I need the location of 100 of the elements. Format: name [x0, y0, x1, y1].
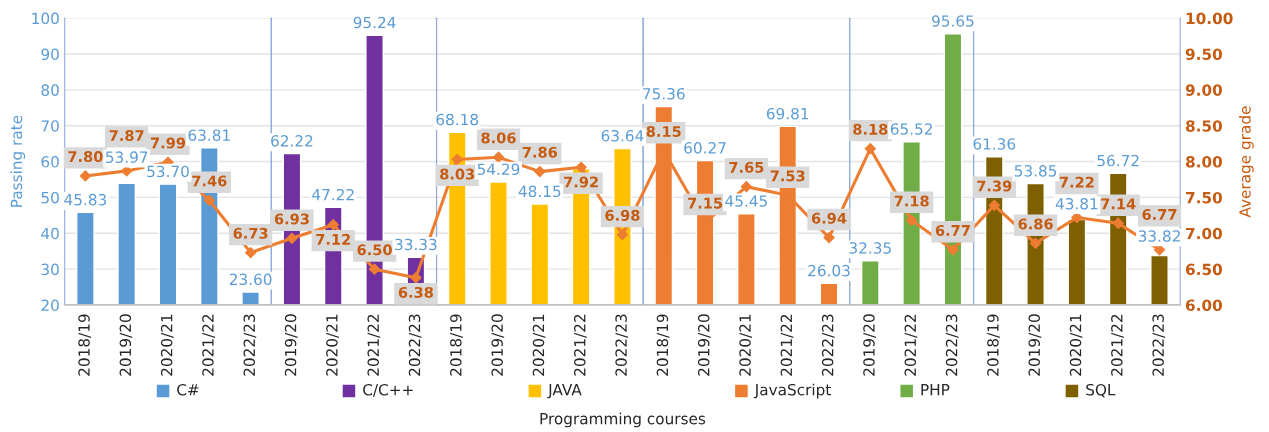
x-tick-label: 2018/19 [987, 314, 1000, 376]
x-tick-label: 2019/20 [491, 314, 505, 376]
point [245, 247, 257, 259]
data-label: 7.92 [564, 176, 598, 188]
x-tick-label: 2020/21 [532, 314, 546, 376]
data-label: 47.22 [312, 188, 354, 201]
x-tick-label: 2019/20 [1028, 314, 1042, 376]
data-label: 7.18 [894, 195, 929, 207]
data-label: 63.64 [601, 130, 644, 142]
y2-tick-label: 9.00 [1185, 84, 1222, 96]
legend-label: SQL [1086, 383, 1116, 398]
data-label: 8.18 [853, 123, 888, 135]
point [534, 166, 546, 178]
y-tick-label: 30 [41, 263, 59, 276]
data-label: 6.77 [935, 224, 970, 236]
data-label: 56.72 [1097, 154, 1139, 167]
data-label: 7.87 [109, 130, 144, 142]
x-tick-label: 2020/21 [326, 314, 339, 376]
data-label: 7.39 [977, 180, 1012, 192]
data-label: 7.22 [1059, 176, 1094, 188]
data-label: 53.97 [106, 151, 148, 163]
data-label: 6.38 [398, 286, 433, 298]
point [410, 272, 422, 284]
point [864, 143, 876, 155]
x-tick-label: 2019/20 [119, 314, 133, 376]
data-label: 8.15 [646, 125, 681, 137]
legend-label: C/C++ [363, 383, 413, 397]
x-tick-label: 2021/22 [780, 314, 794, 376]
y2-tick-label: 9.50 [1185, 48, 1222, 61]
x-tick-label: 2019/20 [863, 314, 876, 376]
y-tick-label: 20 [41, 299, 59, 312]
x-tick-label: 2020/21 [1069, 314, 1083, 376]
point [906, 214, 918, 226]
data-label: 65.52 [890, 123, 932, 135]
y-tick-label: 70 [41, 120, 59, 132]
y-tick-label: 40 [41, 227, 59, 240]
data-label: 6.77 [1142, 208, 1177, 220]
data-label: 6.98 [605, 209, 640, 221]
data-label: 6.86 [1018, 218, 1053, 230]
data-label: 43.81 [1055, 197, 1098, 210]
x-tick-label: 2022/23 [408, 314, 422, 376]
point [988, 199, 1000, 211]
data-label: 69.81 [766, 107, 809, 120]
data-label: 6.50 [357, 244, 392, 256]
data-label: 48.15 [518, 185, 561, 198]
data-label: 95.24 [353, 16, 396, 29]
y2-tick-label: 8.50 [1185, 120, 1222, 132]
data-label: 95.65 [932, 15, 974, 27]
data-label: 60.27 [684, 142, 726, 154]
point [368, 263, 381, 275]
y-tick-label: 100 [32, 12, 59, 25]
y-tick-label: 90 [41, 48, 59, 61]
point [823, 231, 835, 244]
x-tick-label: 2018/19 [656, 314, 670, 376]
data-label: 33.33 [395, 238, 437, 251]
data-label: 62.22 [271, 135, 313, 147]
point [1112, 217, 1124, 229]
x-tick-label: 2019/20 [697, 314, 711, 376]
data-label: 7.46 [192, 175, 227, 187]
data-label: 7.12 [316, 233, 350, 245]
point [575, 161, 587, 173]
data-label: 6.93 [274, 213, 309, 225]
x-tick-label: 2022/23 [821, 314, 835, 376]
data-label: 32.35 [849, 242, 891, 254]
x-tick-label: 2022/23 [243, 314, 257, 376]
data-label: 6.94 [811, 212, 847, 224]
data-label: 33.82 [1138, 230, 1180, 242]
point [79, 170, 91, 182]
x-tick-label: 2019/20 [284, 314, 298, 376]
point [286, 232, 298, 244]
y2-tick-label: 10.00 [1186, 12, 1233, 25]
y-tick-label: 50 [41, 191, 59, 204]
data-label: 53.70 [147, 165, 189, 178]
point [203, 194, 215, 206]
point [1029, 237, 1042, 249]
data-label: 23.60 [229, 273, 272, 286]
data-label: 7.86 [522, 146, 558, 158]
y2-tick-label: 6.50 [1185, 263, 1222, 276]
x-tick-label: 2018/19 [450, 314, 463, 376]
data-label: 8.06 [481, 132, 516, 144]
x-tick-label: 2020/21 [160, 314, 174, 376]
data-label: 7.14 [1101, 198, 1136, 210]
data-label: 7.65 [729, 161, 764, 173]
x-tick-label: 2020/21 [739, 314, 753, 376]
point [327, 219, 339, 231]
data-label: 6.73 [233, 227, 268, 239]
x-tick-label: 2021/22 [1111, 314, 1124, 376]
data-label: 8.03 [440, 168, 475, 180]
data-label: 45.45 [725, 195, 767, 207]
y2-tick-label: 7.00 [1186, 227, 1222, 240]
data-label: 63.81 [188, 129, 230, 141]
x-tick-label: 2021/22 [574, 314, 587, 376]
data-label: 68.18 [436, 113, 479, 126]
x-tick-label: 2018/19 [78, 314, 92, 376]
data-label: 7.99 [150, 137, 186, 149]
y2-axis-title: Average grade [1238, 106, 1254, 218]
x-tick-label: 2022/23 [945, 314, 959, 376]
x-tick-label: 2021/22 [367, 314, 381, 376]
y2-tick-label: 7.50 [1186, 191, 1222, 204]
x-tick-label: 2022/23 [615, 314, 629, 376]
